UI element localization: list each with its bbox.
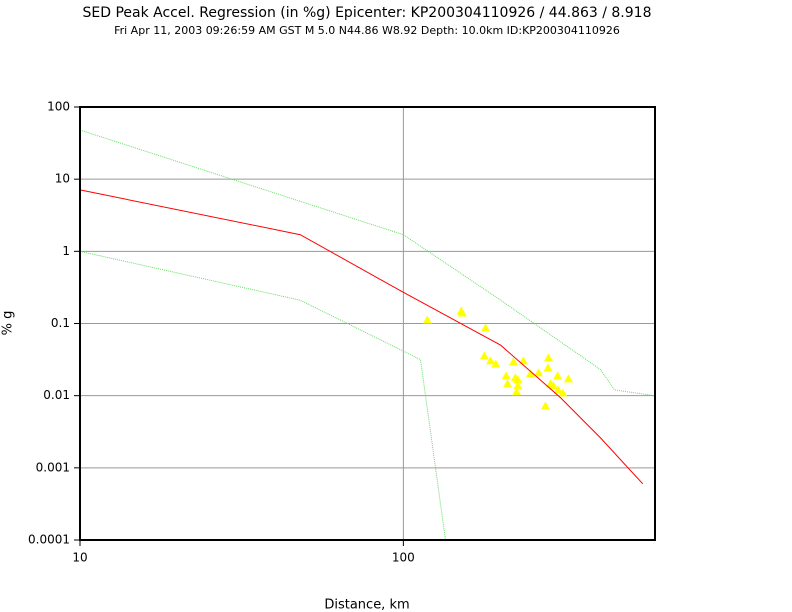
- y-axis-label: % g: [1, 311, 16, 336]
- data-point: [525, 369, 535, 378]
- data-point: [491, 359, 501, 368]
- data-point: [513, 381, 523, 390]
- data-point: [540, 401, 550, 410]
- data-point: [481, 323, 491, 332]
- y-tick-label: 0.0001: [28, 533, 70, 547]
- y-tick-label: 0.1: [51, 316, 70, 330]
- curve: [79, 250, 447, 541]
- data-point: [422, 315, 432, 324]
- data-point: [501, 371, 511, 380]
- curve: [79, 129, 656, 397]
- data-point: [553, 371, 563, 380]
- y-tick-label: 100: [47, 100, 70, 114]
- data-point: [548, 381, 558, 390]
- y-tick-label: 0.01: [43, 388, 70, 402]
- data-point: [518, 356, 528, 365]
- data-point: [513, 375, 523, 384]
- y-tick-label: 0.001: [36, 460, 70, 474]
- x-tick-label: 10: [72, 551, 87, 565]
- y-tick-label: 1: [62, 244, 70, 258]
- chart-title: SED Peak Accel. Regression (in %g) Epice…: [83, 5, 652, 21]
- data-point: [457, 308, 467, 317]
- data-point: [534, 368, 544, 377]
- chart-subtitle: Fri Apr 11, 2003 09:26:59 AM GST M 5.0 N…: [114, 24, 620, 37]
- x-axis-label: Distance, km: [324, 598, 409, 612]
- x-tick-label: 100: [392, 551, 415, 565]
- data-point: [512, 387, 522, 396]
- data-point: [503, 379, 513, 388]
- data-point: [563, 374, 573, 383]
- data-point: [508, 357, 518, 366]
- y-tick-label: 10: [55, 172, 70, 186]
- curve: [79, 189, 644, 485]
- data-point: [553, 385, 563, 394]
- data-point: [479, 351, 489, 360]
- data-point: [543, 363, 553, 372]
- data-point: [486, 356, 496, 365]
- data-point: [558, 388, 568, 397]
- data-point: [543, 353, 553, 362]
- plot-frame: [79, 106, 656, 541]
